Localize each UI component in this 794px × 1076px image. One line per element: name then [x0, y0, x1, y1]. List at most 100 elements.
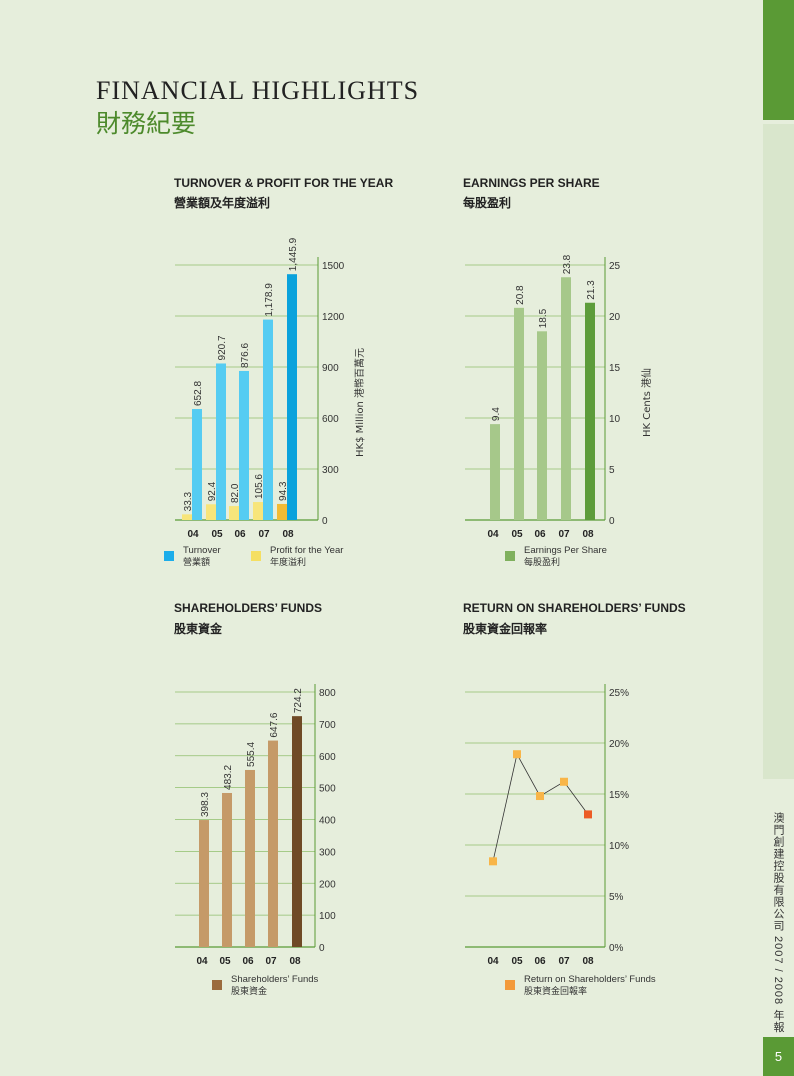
turnover-data-label: 1,445.9 [288, 237, 299, 271]
roe-point [513, 750, 521, 759]
funds-data-label: 398.3 [200, 792, 211, 817]
turnover-data-label: 82.0 [230, 483, 241, 503]
eps-data-label: 20.8 [515, 285, 526, 305]
funds-data-label: 555.4 [246, 742, 257, 767]
legend-turnover: Turnover 營業額 [164, 545, 254, 573]
funds-data-label: 483.2 [223, 765, 234, 790]
turnover-bar [206, 504, 216, 520]
roe-category-label: 08 [582, 956, 594, 967]
legend-turnover-swatch [164, 551, 174, 561]
funds-category-label: 08 [289, 956, 301, 967]
legend-profit-label-zh: 年度溢利 [270, 558, 307, 568]
turnover-data-label: 876.6 [240, 343, 251, 368]
funds-tick-label: 100 [319, 911, 336, 922]
turnover-tick-label: 300 [322, 465, 339, 476]
turnover-data-label: 652.8 [193, 381, 204, 406]
funds-tick-label: 500 [319, 784, 336, 795]
turnover-data-label: 105.6 [254, 474, 265, 499]
roe-chart-title: RETURN ON SHAREHOLDERS’ FUNDS [463, 601, 686, 615]
turnover-bar [182, 514, 192, 520]
turnover-axis-label: HK$ Million 港幣百萬元 [353, 348, 366, 457]
eps-category-label: 08 [582, 529, 594, 540]
roe-point [560, 777, 568, 786]
eps-category-label: 07 [558, 529, 570, 540]
eps-category-label: 06 [534, 529, 546, 540]
funds-chart-title-zh: 股東資金 [174, 622, 223, 636]
eps-tick-label: 0 [609, 516, 615, 527]
page-title-en: FINANCIAL HIGHLIGHTS [96, 76, 420, 105]
funds-tick-label: 600 [319, 752, 336, 763]
sidebar-low-band [763, 783, 794, 1033]
funds-category-label: 06 [242, 956, 254, 967]
eps-tick-label: 10 [609, 414, 621, 425]
sidebar-top-band [763, 0, 794, 120]
turnover-category-label: 05 [211, 529, 223, 540]
page-title-zh: 財務紀要 [96, 109, 197, 138]
funds-data-label: 724.2 [293, 688, 304, 713]
turnover-category-label: 04 [187, 529, 199, 540]
turnover-bar [287, 274, 297, 520]
eps-category-label: 04 [487, 529, 499, 540]
turnover-chart-title: TURNOVER & PROFIT FOR THE YEAR [174, 176, 394, 190]
roe-point [489, 857, 497, 866]
eps-data-label: 23.8 [562, 254, 573, 274]
legend-eps-swatch [505, 551, 515, 561]
turnover-tick-label: 0 [322, 516, 328, 527]
eps-bar [490, 424, 500, 520]
funds-bar [199, 820, 209, 947]
roe-tick-label: 10% [609, 841, 629, 852]
eps-bar [537, 331, 547, 520]
turnover-tick-label: 900 [322, 363, 339, 374]
funds-tick-label: 700 [319, 720, 336, 731]
roe-tick-label: 20% [609, 739, 629, 750]
funds-tick-label: 200 [319, 879, 336, 890]
roe-tick-label: 25% [609, 688, 629, 699]
eps-bar [561, 277, 571, 520]
roe-tick-label: 0% [609, 943, 624, 954]
page-number: 5 [763, 1037, 794, 1076]
eps-bar [514, 307, 524, 520]
legend-eps-label-zh: 每股盈利 [524, 558, 561, 568]
legend-funds-label: Shareholders’ Funds [231, 974, 319, 985]
funds-tick-label: 0 [319, 943, 325, 954]
funds-tick-label: 800 [319, 688, 336, 699]
eps-chart-title: EARNINGS PER SHARE [463, 176, 600, 190]
roe-category-label: 05 [511, 956, 523, 967]
turnover-data-label: 1,178.9 [264, 283, 275, 317]
funds-tick-label: 300 [319, 847, 336, 858]
turnover-tick-label: 1200 [322, 312, 345, 323]
turnover-chart-title-zh: 營業額及年度溢利 [174, 196, 271, 210]
turnover-bar [192, 409, 202, 520]
legend-roe-label: Return on Shareholders’ Funds [524, 974, 656, 985]
turnover-bar [277, 503, 287, 520]
legend-turnover-label: Turnover [183, 545, 221, 556]
legend-profit-swatch [251, 551, 261, 561]
turnover-category-label: 08 [282, 529, 294, 540]
legend-roe: Return on Shareholders’ Funds 股東資金回報率 [505, 974, 665, 1002]
turnover-bar [216, 363, 226, 520]
turnover-category-label: 06 [234, 529, 246, 540]
legend-funds: Shareholders’ Funds 股東資金 [212, 974, 332, 1002]
roe-category-label: 04 [487, 956, 499, 967]
turnover-bar [263, 319, 273, 520]
sidebar-mid-band [763, 124, 794, 779]
turnover-bar [229, 506, 239, 520]
roe-point [584, 810, 592, 819]
legend-roe-swatch [505, 980, 515, 990]
funds-bar [268, 740, 278, 947]
funds-data-label: 647.6 [269, 712, 280, 737]
sidebar-company-text: 澳門創建控股有限公司 2007 / 2008 年報 [772, 812, 784, 1034]
legend-eps-label: Earnings Per Share [524, 545, 607, 556]
turnover-category-label: 07 [258, 529, 270, 540]
eps-data-label: 21.3 [586, 280, 597, 300]
eps-tick-label: 25 [609, 261, 621, 272]
legend-profit: Profit for the Year 年度溢利 [251, 545, 361, 573]
turnover-bar [239, 370, 249, 520]
roe-point [536, 792, 544, 801]
eps-chart-title-zh: 每股盈利 [463, 196, 512, 210]
eps-tick-label: 5 [609, 465, 615, 476]
funds-category-label: 07 [265, 956, 277, 967]
eps-bar [585, 302, 595, 520]
roe-tick-label: 15% [609, 790, 629, 801]
